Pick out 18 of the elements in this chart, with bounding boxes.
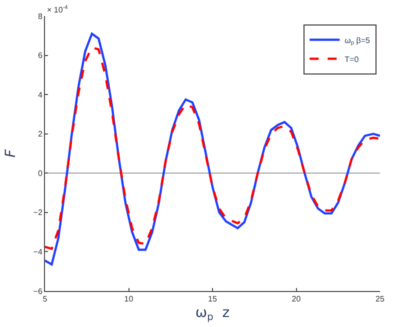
y-tick-label: 0 [38, 168, 43, 178]
x-tick-label: 10 [124, 294, 134, 304]
x-tick-label: 20 [292, 294, 302, 304]
y-tick-label: 6 [38, 51, 43, 60]
y-tick-label: −2 [33, 208, 43, 218]
y-tick-label: 4 [38, 90, 43, 100]
text: × 10$^{-4}$ [47, 5, 68, 14]
x-axis-title: ω$_{p}$ z [195, 304, 230, 323]
y-tick-label: 8 [38, 12, 43, 21]
x-tick-label: 5 [42, 294, 48, 304]
y-tick-label: 2 [38, 130, 43, 139]
legend-label: ω$_{p}$ β=5 [344, 36, 371, 47]
legend-label: T=0 [344, 54, 360, 64]
x-tick-label: 25 [376, 294, 385, 304]
y-tick-label: −6 [33, 286, 43, 296]
y-axis-title: F [2, 148, 19, 158]
y-tick-label: −4 [33, 248, 43, 257]
x-tick-label: 15 [208, 294, 218, 304]
